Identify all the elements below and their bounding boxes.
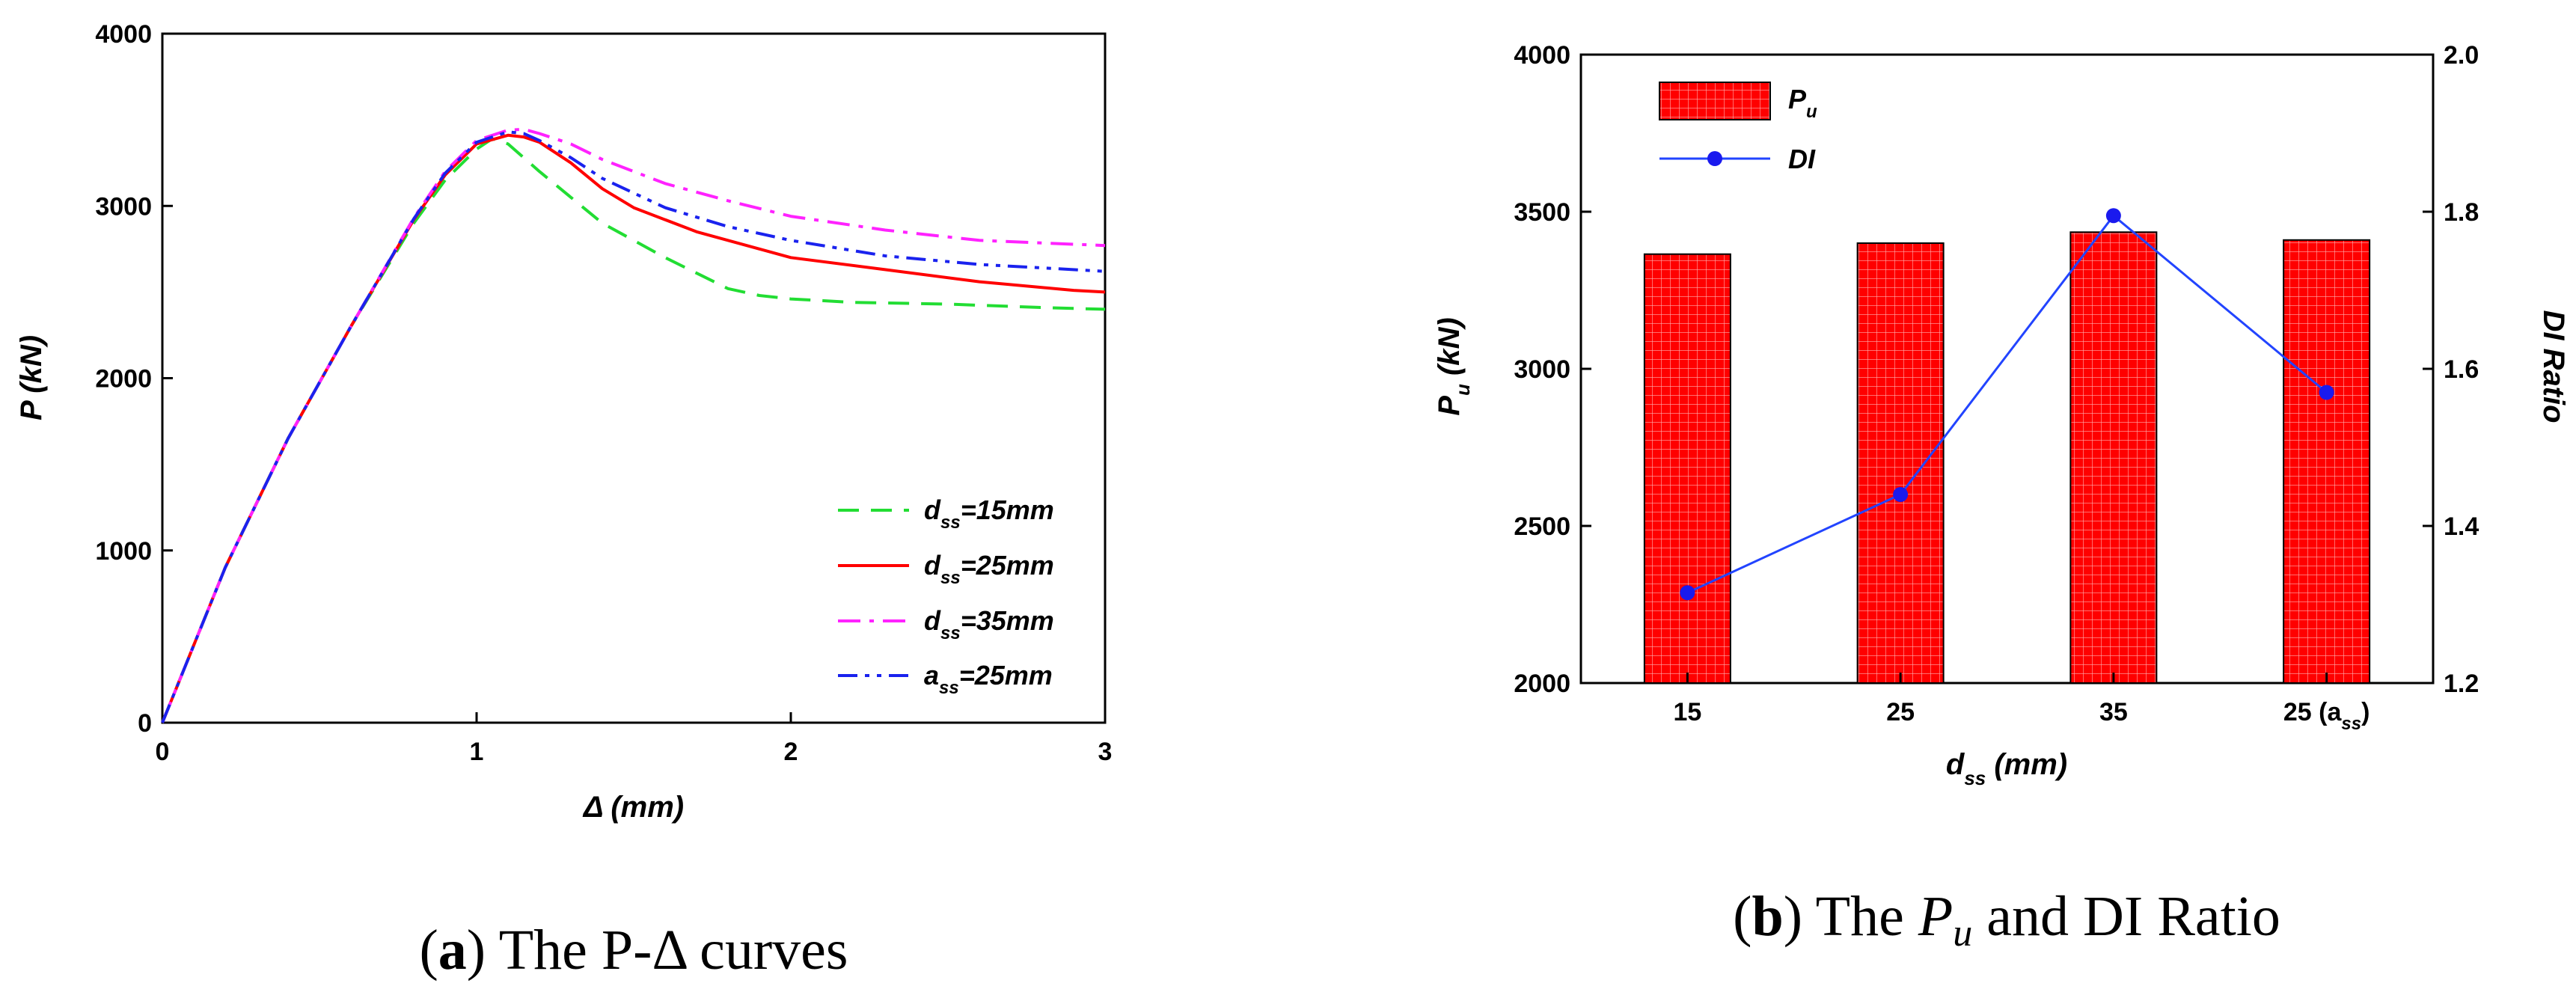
plot-a-ylabel: P (kN) — [15, 335, 48, 420]
panel-b-pu-di: 2000 2500 3000 3500 4000 1.2 1.4 1.6 1.8 2.0 15 25 3… — [1433, 41, 2570, 955]
plot-b-ylabel-main: P — [1433, 396, 1466, 416]
plot-b-xlabel-main: d — [1946, 748, 1965, 781]
plot-b-bar-15 — [1643, 253, 1731, 684]
plot-b-xlabel-rest: (mm) — [1986, 748, 2067, 781]
plot-b-xtick-label: 35 — [2099, 698, 2128, 726]
plot-a-xtick-label: 0 — [156, 738, 170, 766]
legend-a-label-dss=15mm: dss=15mm — [924, 495, 1054, 533]
caption-b-p: P — [1918, 885, 1953, 948]
plot-b-y2label: DI Ratio — [2537, 310, 2570, 423]
plot-b-ytick-label: 3500 — [1514, 198, 1570, 227]
plot-b-di-point-25 (ass) — [2319, 385, 2334, 400]
plot-b-y2tick-label: 1.2 — [2444, 670, 2479, 698]
caption-b-post: and DI Ratio — [1972, 885, 2280, 948]
plot-a-xtick-label: 1 — [470, 738, 484, 766]
plot-b-di-series — [1680, 208, 2334, 601]
plot-b-y2tick-label: 1.8 — [2444, 198, 2479, 227]
caption-a-text: ) The P-Δ curves — [467, 919, 848, 982]
plot-a-ticks: 0 1 2 3 0 1000 2000 3000 4000 — [95, 20, 1112, 766]
plot-b-ytick-label: 3000 — [1514, 355, 1570, 384]
plot-b-ytick-label: 2000 — [1514, 670, 1570, 698]
plot-a-ytick-label: 0 — [138, 709, 152, 738]
plot-b-di-point-25 — [1893, 487, 1909, 502]
legend-a-label-ass=25mm: ass=25mm — [924, 660, 1053, 698]
caption-b-letter: b — [1752, 885, 1783, 948]
plot-a-line-ass=25mm — [161, 130, 1106, 723]
legend-pu-main: P — [1788, 84, 1807, 114]
plot-b-ylabel-rest: (kN) — [1433, 317, 1466, 384]
legend-a-label-dss=25mm: dss=25mm — [924, 550, 1054, 588]
plot-a-xlabel: Δ (mm) — [582, 791, 684, 824]
plot-b-xtick-label: 25 (ass) — [2283, 698, 2370, 734]
plot-b-di-point-35 — [2105, 208, 2121, 224]
plot-a-ytick-label: 4000 — [95, 20, 152, 49]
plot-b-ytick-label: 2500 — [1514, 512, 1570, 541]
plot-b-y2tick-label: 2.0 — [2444, 41, 2479, 70]
plot-b-bar-35 — [2069, 231, 2158, 684]
plot-b-legend: Pu DI — [1659, 82, 1817, 174]
plot-b-bar-25 (ass) — [2283, 239, 2371, 684]
caption-b-pre: ) The — [1784, 885, 1918, 948]
plot-b-bar-25 — [1856, 242, 1945, 684]
plot-b-xlabel: dss (mm) — [1946, 748, 2067, 789]
legend-pu-swatch — [1659, 82, 1771, 120]
plot-b-ylabel-sub: u — [1451, 384, 1474, 396]
plot-b-di-point-15 — [1680, 585, 1695, 601]
panel-a-pd-curves: 0 1 2 3 0 1000 2000 3000 4000 Δ (mm) P (kN) dss=… — [15, 20, 1112, 982]
plot-b-xtick-label: 25 — [1886, 698, 1915, 726]
plot-a-ytick-label: 1000 — [95, 537, 152, 566]
legend-di-marker — [1707, 151, 1722, 166]
plot-a-series — [161, 127, 1106, 723]
legend-pu-sub: u — [1806, 102, 1817, 122]
caption-a: (a) The P-Δ curves — [419, 919, 848, 982]
plot-b-xlabel-sub: ss — [1964, 767, 1986, 789]
plot-a-xtick-label: 2 — [784, 738, 798, 766]
caption-b-u: u — [1953, 912, 1972, 955]
legend-a-label-dss=35mm: dss=35mm — [924, 605, 1054, 643]
plot-b-ticks: 2000 2500 3000 3500 4000 1.2 1.4 1.6 1.8 2.0 15 25 3… — [1514, 41, 2479, 734]
plot-b-di-line — [1686, 214, 2328, 594]
legend-di-label: DI — [1788, 144, 1816, 174]
caption-b: (b) The Pu and DI Ratio — [1733, 885, 2280, 955]
plot-a-xtick-label: 3 — [1098, 738, 1113, 766]
plot-b-ylabel: Pu (kN) — [1433, 317, 1474, 415]
legend-pu-label: Pu — [1788, 84, 1817, 122]
plot-b-ytick-label: 4000 — [1514, 41, 1570, 70]
plot-a-legend: dss=15mm dss=25mm dss=35mm ass=25mm — [838, 495, 1054, 698]
plot-b-y2tick-label: 1.6 — [2444, 355, 2479, 384]
plot-b-bars — [1643, 231, 2371, 684]
plot-b-xtick-label: 15 — [1673, 698, 1701, 726]
plot-a-ytick-label: 2000 — [95, 365, 152, 394]
caption-a-letter: a — [438, 919, 467, 982]
plot-a-ytick-label: 3000 — [95, 192, 152, 221]
plot-b-y2tick-label: 1.4 — [2444, 512, 2479, 541]
